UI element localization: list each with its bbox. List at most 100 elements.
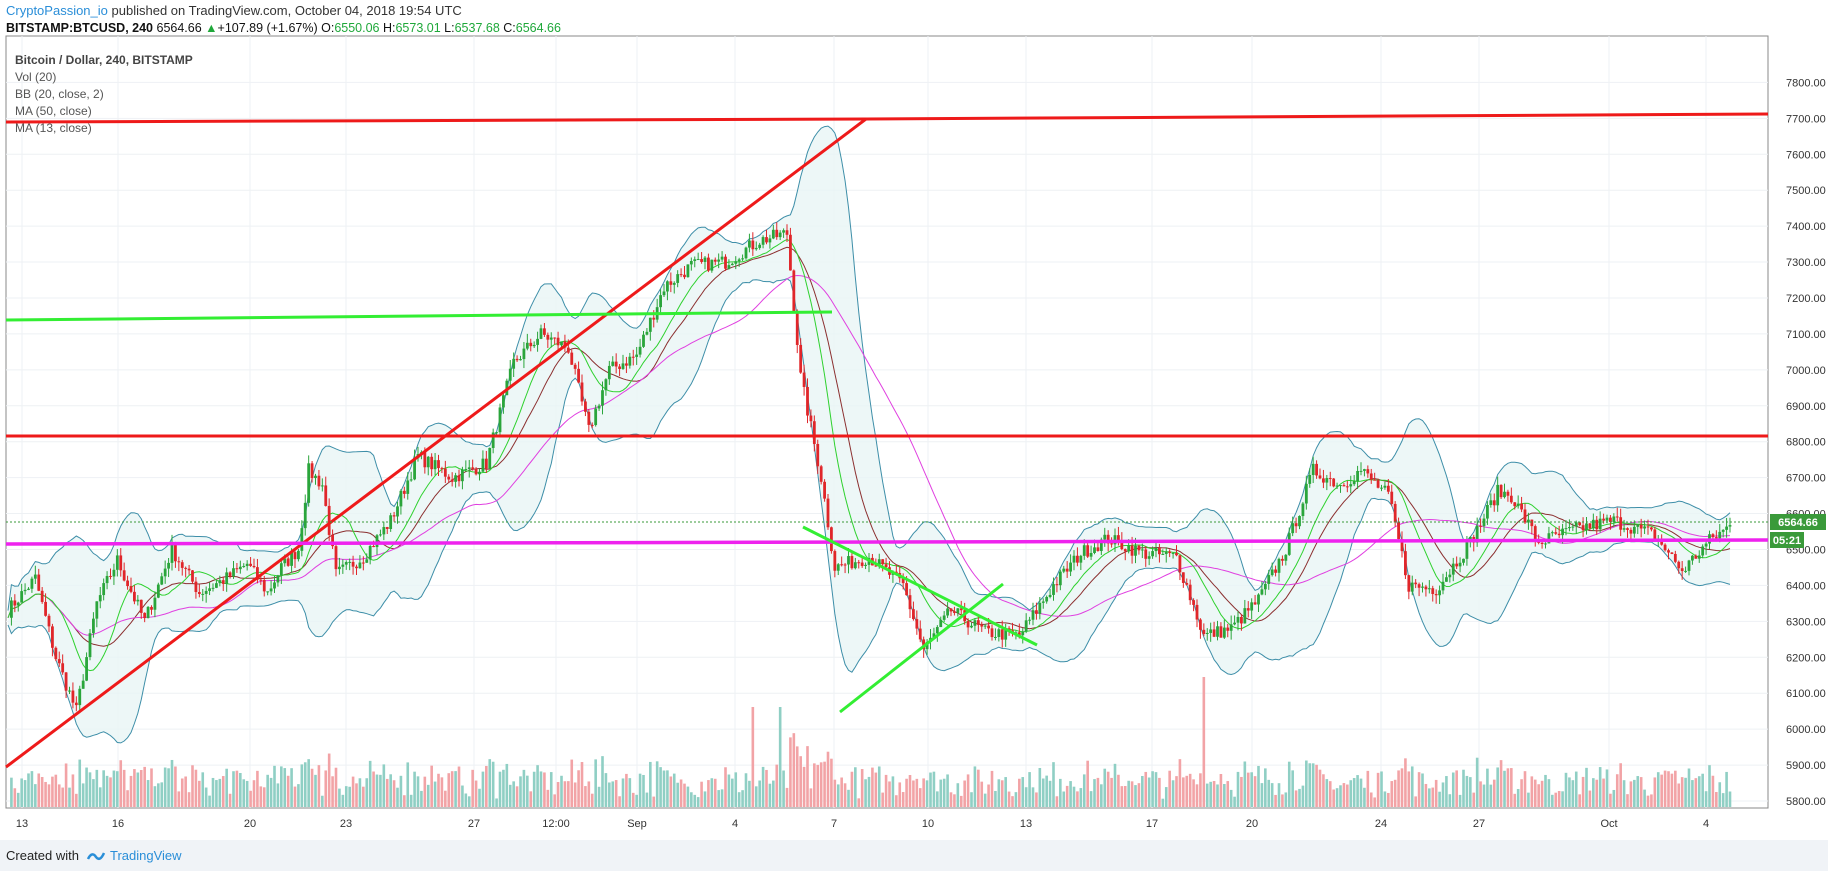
volume-bar	[221, 776, 225, 807]
price-chart[interactable]: 7800.00 7700.00 7600.00 7500.00 7400.00 7300.…	[0, 0, 1828, 840]
volume-bar	[85, 767, 88, 807]
candle-body	[300, 528, 304, 551]
candle-body	[1581, 525, 1585, 531]
candle-body	[1496, 484, 1500, 506]
candle-body	[1622, 528, 1626, 530]
volume-bar	[471, 769, 474, 807]
candle-body	[102, 583, 106, 596]
volume-bar	[105, 775, 109, 807]
candle-body	[1605, 517, 1609, 521]
volume-bar	[1438, 791, 1441, 807]
volume-bar	[765, 769, 768, 807]
volume-bar	[215, 780, 218, 807]
volume-bar	[802, 766, 806, 807]
candle-body	[949, 608, 953, 612]
volume-bar	[1605, 769, 1609, 807]
legend-title: Bitcoin / Dollar, 240, BITSTAMP	[15, 53, 193, 67]
candle-body	[1366, 469, 1370, 474]
volume-bar	[34, 784, 37, 807]
candle-body	[662, 291, 666, 296]
candle-body	[184, 567, 188, 569]
candle-body	[812, 421, 816, 444]
candle-body	[1082, 545, 1086, 556]
volume-bar	[864, 779, 867, 807]
candle-body	[1291, 523, 1295, 534]
x-tick-label: 4	[732, 818, 738, 830]
volume-bar	[877, 766, 881, 807]
legend-ma50[interactable]: MA (50, close)	[15, 104, 92, 118]
legend-ma13[interactable]: MA (13, close)	[15, 121, 92, 135]
legend-volume[interactable]: Vol (20)	[15, 70, 57, 84]
volume-bar	[303, 762, 307, 807]
volume-bar	[1694, 778, 1698, 807]
y-tick-label: 6700.00	[1786, 473, 1826, 485]
volume-bar	[1677, 783, 1681, 807]
tradingview-link[interactable]: TradingView	[110, 848, 182, 863]
volume-bar	[1612, 789, 1616, 807]
volume-bar	[256, 770, 259, 807]
author-link[interactable]: CryptoPassion_io	[6, 3, 108, 18]
volume-bar	[1554, 792, 1558, 807]
candle-body	[402, 490, 406, 494]
candle-body	[628, 356, 632, 366]
volume-bar	[744, 773, 748, 807]
candle-body	[204, 590, 208, 594]
volume-bar	[1144, 771, 1148, 807]
volume-bar	[269, 777, 273, 807]
candle-body	[259, 579, 263, 581]
legend-bollinger[interactable]: BB (20, close, 2)	[15, 87, 104, 101]
candle-body	[720, 256, 724, 260]
volume-bar	[1670, 773, 1674, 807]
y-tick-label: 6000.00	[1786, 724, 1826, 736]
candle-body	[1281, 558, 1284, 561]
volume-bar	[918, 788, 922, 807]
candle-body	[676, 274, 680, 283]
volume-bar	[1653, 777, 1657, 807]
volume-bar	[789, 737, 792, 807]
volume-bar	[1175, 776, 1178, 807]
volume-bar	[430, 765, 433, 807]
high-value: 6573.01	[395, 21, 441, 35]
volume-bar	[187, 792, 191, 807]
volume-bar	[310, 768, 314, 807]
volume-bar	[1318, 769, 1322, 807]
candle-body	[584, 401, 587, 412]
candle-body	[874, 565, 878, 567]
volume-bar	[912, 780, 915, 807]
bollinger-lower-line	[7, 278, 1731, 744]
candle-body	[279, 563, 283, 576]
volume-bar	[68, 787, 71, 807]
candle-body	[765, 237, 768, 243]
volume-bar	[1373, 797, 1376, 807]
candle-body	[758, 244, 762, 248]
volume-bar	[71, 774, 75, 807]
volume-bar	[1397, 770, 1400, 807]
candle-body	[242, 566, 246, 568]
candle-body	[208, 588, 211, 591]
x-tick-label: 4	[1703, 818, 1709, 830]
candle-body	[379, 534, 382, 536]
candle-body	[502, 395, 505, 408]
volume-bar	[23, 780, 27, 807]
candle-body	[409, 479, 413, 481]
candle-body	[577, 368, 580, 383]
volume-bar	[1424, 783, 1428, 807]
candle-body	[686, 264, 690, 278]
volume-bar	[1018, 778, 1021, 807]
volume-bar	[713, 778, 717, 807]
candle-body	[1328, 478, 1332, 480]
volume-bar	[871, 767, 874, 807]
volume-bar	[806, 746, 809, 807]
volume-bar	[836, 784, 840, 807]
volume-bar	[1243, 761, 1247, 807]
candle-body	[218, 580, 222, 584]
volume-bar	[1014, 792, 1018, 807]
volume-bar	[799, 756, 802, 807]
candle-body	[1397, 522, 1400, 540]
candle-body	[785, 230, 789, 235]
volume-bar	[51, 776, 54, 807]
volume-bar	[440, 777, 444, 807]
candle-body	[478, 471, 481, 475]
candle-body	[1332, 478, 1336, 487]
candle-body	[474, 469, 478, 475]
